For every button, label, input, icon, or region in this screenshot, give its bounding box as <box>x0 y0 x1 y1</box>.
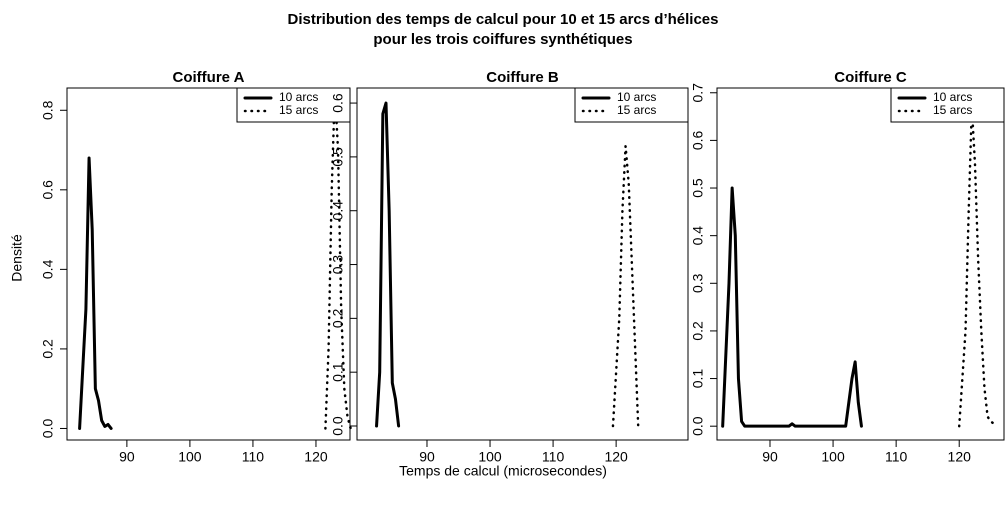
legend-box <box>890 87 1005 123</box>
legend-box <box>574 87 689 123</box>
y-tick-label: 0.1 <box>690 369 706 389</box>
legend-label: 10 arcs <box>933 90 972 104</box>
density-line <box>78 156 113 430</box>
x-tick-label: 110 <box>242 449 265 465</box>
y-tick-label: 0.0 <box>40 419 56 439</box>
y-tick-label: 0.0 <box>330 416 346 436</box>
y-tick-label: 0.5 <box>690 178 706 198</box>
y-tick-label: 0.2 <box>690 321 706 341</box>
y-tick-label: 0.6 <box>40 180 56 200</box>
plot-box <box>716 87 1005 441</box>
x-tick-label: 100 <box>178 449 202 465</box>
panel-title: Coiffure A <box>173 69 245 86</box>
legend-label: 10 arcs <box>279 90 318 104</box>
density-line <box>957 105 999 428</box>
y-tick-label: 0.7 <box>690 83 706 103</box>
density-line <box>324 89 352 430</box>
y-tick-label: 0.6 <box>690 130 706 150</box>
x-axis-label: Temps de calcul (microsecondes) <box>399 463 607 479</box>
y-tick-label: 0.4 <box>40 259 56 279</box>
y-tick-label: 0.2 <box>330 308 346 328</box>
density-line <box>721 186 863 428</box>
y-tick-label: 0.1 <box>330 362 346 382</box>
x-tick-label: 120 <box>604 449 628 465</box>
legend-box <box>236 87 351 123</box>
x-tick-label: 100 <box>478 449 502 465</box>
y-axis-label: Densité <box>9 234 25 282</box>
y-tick-label: 0.5 <box>330 147 346 167</box>
y-tick-label: 0.0 <box>690 416 706 436</box>
legend-label: 15 arcs <box>617 103 656 117</box>
plot-box <box>356 87 689 441</box>
y-tick-label: 0.8 <box>40 100 56 120</box>
y-tick-label: 0.4 <box>690 226 706 246</box>
y-tick-label: 0.2 <box>40 339 56 359</box>
density-line <box>611 144 640 428</box>
density-line <box>375 101 401 428</box>
panel-title: Coiffure C <box>834 69 907 86</box>
y-tick-label: 0.4 <box>330 201 346 221</box>
y-tick-label: 0.3 <box>690 273 706 293</box>
y-tick-label: 0.6 <box>330 93 346 113</box>
legend-label: 15 arcs <box>933 103 972 117</box>
x-tick-label: 110 <box>542 449 565 465</box>
figure-title: Distribution des temps de calcul pour 10… <box>288 11 719 28</box>
x-tick-label: 120 <box>304 449 328 465</box>
y-tick-label: 0.3 <box>330 255 346 275</box>
x-tick-label: 90 <box>762 449 778 465</box>
x-tick-label: 90 <box>119 449 135 465</box>
x-tick-label: 100 <box>821 449 845 465</box>
plot-box <box>66 87 351 441</box>
figure-title: pour les trois coiffures synthétiques <box>373 31 632 48</box>
x-tick-label: 90 <box>419 449 435 465</box>
x-tick-label: 110 <box>885 449 908 465</box>
panel-title: Coiffure B <box>486 69 559 86</box>
legend-label: 15 arcs <box>279 103 318 117</box>
legend-label: 10 arcs <box>617 90 656 104</box>
x-tick-label: 120 <box>948 449 972 465</box>
